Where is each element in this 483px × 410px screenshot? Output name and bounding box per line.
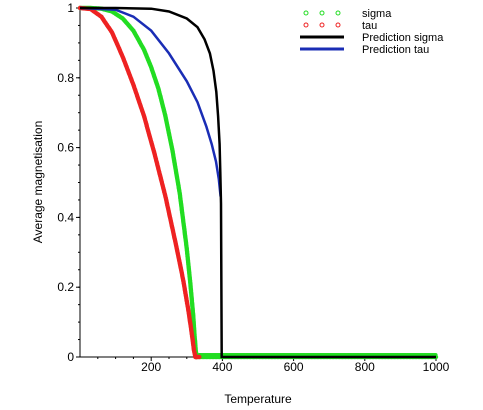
series-prediction-sigma (80, 6, 436, 359)
x-tick-label: 1000 (423, 360, 450, 374)
x-tick-label: 400 (212, 360, 232, 374)
series-point-tau (197, 354, 202, 360)
legend-marker-sigma (319, 10, 325, 16)
legend-marker-tau (303, 22, 309, 28)
series-prediction-tau (79, 6, 222, 197)
legend-marker-tau (335, 22, 341, 28)
axes (79, 8, 436, 358)
legend-marker-tau (319, 22, 325, 28)
x-tick-label: 200 (141, 360, 161, 374)
legend-marker-sigma (303, 10, 309, 16)
series-sigma (77, 5, 439, 360)
y-tick-label: 1 (67, 1, 74, 15)
y-axis-title: Average magnetisation (31, 121, 45, 244)
legend-label-prediction-tau: Prediction tau (362, 44, 429, 56)
series-line-prediction-sigma (80, 6, 436, 359)
y-tick-label: 0.4 (57, 210, 74, 224)
legend-label-sigma: sigma (362, 8, 392, 20)
x-axis-title: Temperature (224, 392, 292, 406)
x-tick-label: 800 (355, 360, 375, 374)
y-tick-label: 0.2 (57, 280, 74, 294)
legend-label-tau: tau (362, 20, 377, 32)
y-tick-label: 0.6 (57, 141, 74, 155)
series-tau (77, 5, 202, 360)
legend-label-prediction-sigma: Prediction sigma (362, 32, 444, 44)
y-tick-label: 0.8 (57, 71, 74, 85)
legend-marker-sigma (335, 10, 341, 16)
y-tick-label: 0 (67, 350, 74, 364)
series-line-prediction-tau (79, 6, 222, 197)
x-tick-label: 600 (284, 360, 304, 374)
